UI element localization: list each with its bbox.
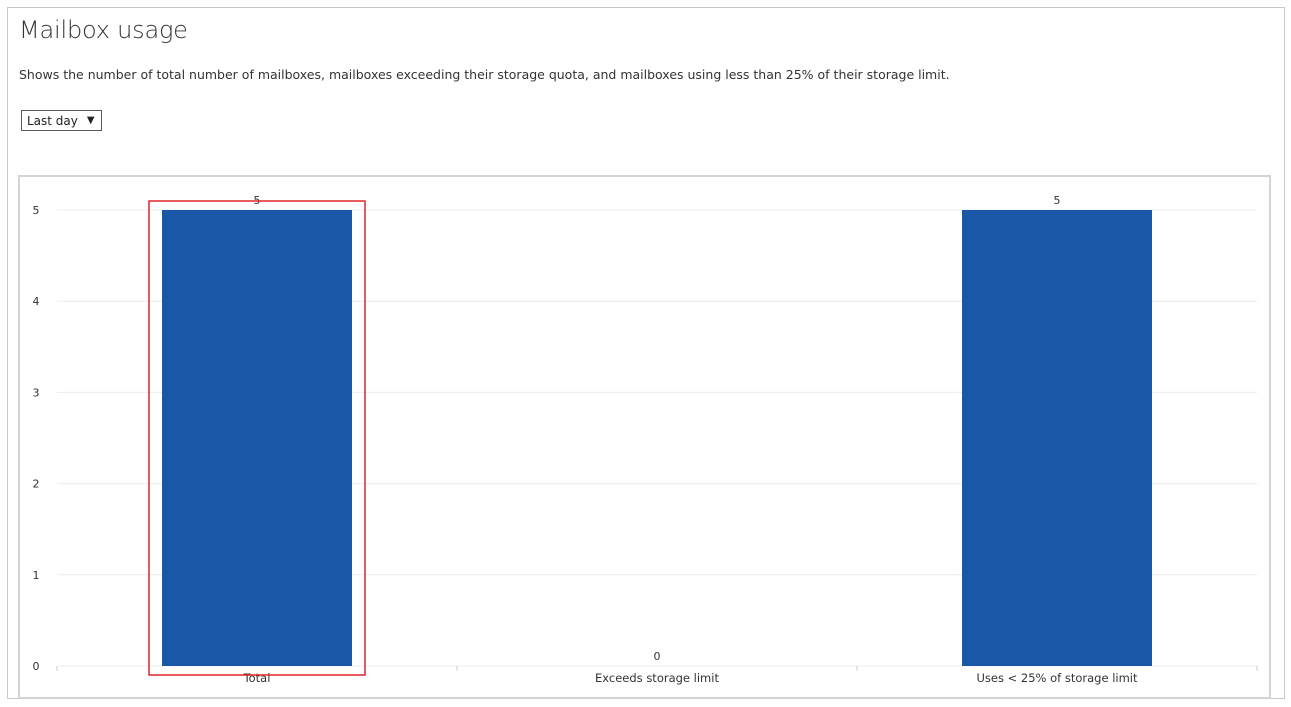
y-tick-label: 5 bbox=[33, 204, 40, 217]
x-category-label: Exceeds storage limit bbox=[595, 671, 719, 685]
time-range-dropdown[interactable]: Last day ▼ bbox=[21, 110, 102, 131]
x-category-label: Total bbox=[243, 671, 271, 685]
y-tick-label: 3 bbox=[33, 386, 40, 399]
bar-value-label: 0 bbox=[654, 650, 661, 663]
chart-container: 0 1 2 3 4 5 5 Total 0 Exceeds storage limit 5 Uses … bbox=[18, 175, 1271, 699]
page-title: Mailbox usage bbox=[19, 16, 188, 44]
y-tick-label: 2 bbox=[33, 478, 40, 491]
page-description: Shows the number of total number of mail… bbox=[19, 67, 950, 82]
dropdown-triangle-icon: ▼ bbox=[86, 114, 95, 126]
y-tick-label: 0 bbox=[33, 660, 40, 673]
bar-2[interactable] bbox=[962, 210, 1152, 666]
time-range-selected: Last day bbox=[27, 113, 78, 128]
highlight-box bbox=[148, 200, 366, 676]
bar-value-label: 5 bbox=[1054, 194, 1061, 207]
y-tick-label: 4 bbox=[33, 295, 40, 308]
y-tick-label: 1 bbox=[33, 569, 40, 582]
x-category-label: Uses < 25% of storage limit bbox=[976, 671, 1138, 685]
bar-0[interactable] bbox=[162, 210, 352, 666]
